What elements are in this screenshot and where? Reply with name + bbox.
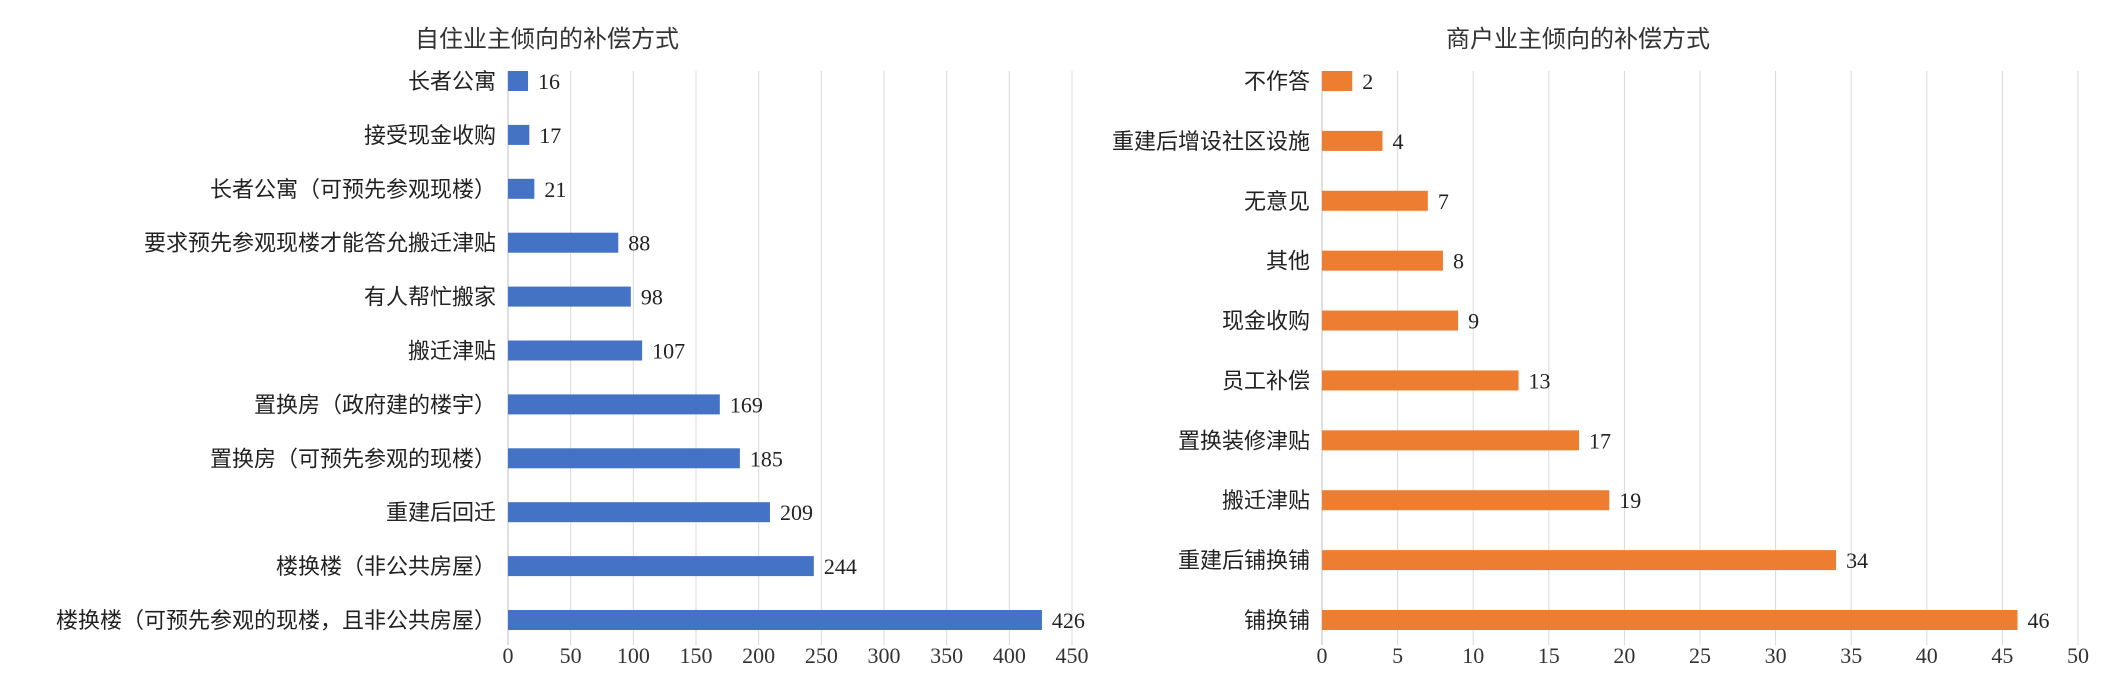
data-label: 244: [824, 554, 857, 579]
bar: [1322, 370, 1519, 391]
category-label: 铺换铺: [1244, 609, 1310, 634]
category-label: 无意见: [1244, 190, 1310, 215]
x-tick-label: 20: [1613, 643, 1635, 668]
bar: [508, 340, 643, 361]
data-label: 98: [641, 285, 663, 310]
data-label: 88: [628, 231, 650, 256]
x-tick-label: 350: [930, 643, 963, 668]
bar: [508, 124, 530, 145]
data-label: 9: [1468, 309, 1479, 334]
category-label: 置换房（可预先参观的现楼）: [210, 447, 496, 472]
data-label: 426: [1052, 608, 1085, 633]
bar: [508, 448, 740, 469]
category-label: 其他: [1266, 250, 1310, 275]
data-label: 17: [539, 123, 561, 148]
x-tick-label: 200: [742, 643, 775, 668]
x-tick-label: 300: [868, 643, 901, 668]
x-tick-label: 450: [1056, 643, 1089, 668]
bar: [1322, 430, 1580, 451]
category-label: 重建后回迁: [386, 501, 496, 526]
category-label: 长者公寓: [408, 70, 496, 95]
data-labels: 16 17 21 88 98 107 169 185 209 244 426: [538, 69, 1085, 633]
chart-title: 自住业主倾向的补偿方式: [415, 25, 679, 53]
x-tick-label: 150: [680, 643, 713, 668]
x-tick-label: 15: [1538, 643, 1560, 668]
bar: [508, 178, 535, 199]
bar: [508, 394, 720, 415]
gridlines: [507, 71, 1073, 645]
data-label: 7: [1438, 189, 1449, 214]
x-tick-label: 10: [1462, 643, 1484, 668]
data-labels: 2 4 7 8 9 13 17 19 34 46: [1362, 69, 2049, 633]
bar: [508, 286, 631, 307]
data-label: 4: [1392, 129, 1403, 154]
bar: [1322, 610, 2018, 630]
category-label: 现金收购: [1222, 310, 1310, 335]
category-label: 不作答: [1244, 70, 1310, 95]
data-label: 107: [652, 339, 685, 364]
data-label: 19: [1619, 488, 1641, 513]
category-label: 员工补偿: [1222, 369, 1310, 394]
x-tick-label: 50: [560, 643, 582, 668]
category-label: 长者公寓（可预先参观现楼）: [210, 178, 496, 203]
bar: [1322, 190, 1428, 211]
bar: [1322, 130, 1383, 151]
x-tick-labels: 0 50 100 150 200 250 300 350 400 450: [503, 643, 1089, 668]
data-label: 16: [538, 69, 560, 94]
bar: [508, 610, 1042, 630]
right-chart-shop-owners: 商户业主倾向的补偿方式 不作答重建后增设社区设施无意见其他现金收购员工补偿置换装…: [1112, 25, 2089, 668]
data-label: 13: [1529, 368, 1551, 393]
category-label: 接受现金收购: [364, 124, 496, 149]
data-label: 17: [1589, 428, 1611, 453]
bars: [1322, 71, 2018, 630]
bar: [1322, 550, 1837, 571]
category-label: 置换装修津贴: [1178, 429, 1310, 454]
category-label: 搬迁津贴: [1222, 489, 1310, 514]
data-label: 185: [750, 446, 783, 471]
category-label: 重建后铺换铺: [1178, 549, 1310, 574]
gridlines: [1321, 71, 2079, 645]
x-tick-label: 250: [805, 643, 838, 668]
bar: [1322, 250, 1443, 271]
bar: [508, 556, 814, 577]
data-label: 21: [544, 177, 566, 202]
bar: [1322, 71, 1353, 91]
x-tick-label: 5: [1392, 643, 1403, 668]
x-tick-label: 35: [1840, 643, 1862, 668]
bar: [508, 71, 529, 91]
x-tick-label: 0: [503, 643, 514, 668]
bar: [508, 502, 770, 523]
data-label: 2: [1362, 69, 1373, 94]
category-label: 楼换楼（非公共房屋）: [276, 555, 496, 580]
x-tick-label: 0: [1317, 643, 1328, 668]
x-tick-label: 25: [1689, 643, 1711, 668]
category-label: 有人帮忙搬家: [364, 286, 496, 311]
category-label: 楼换楼（可预先参观的现楼，且非公共房屋）: [56, 609, 496, 634]
x-tick-labels: 0 5 10 15 20 25 30 35 40 45 50: [1317, 643, 2090, 668]
chart-title: 商户业主倾向的补偿方式: [1446, 25, 1710, 53]
bar: [508, 232, 619, 253]
category-label: 置换房（政府建的楼宇）: [254, 393, 496, 418]
x-tick-label: 45: [1991, 643, 2013, 668]
category-label: 要求预先参观现楼才能答允搬迁津贴: [144, 232, 496, 257]
data-label: 8: [1453, 249, 1464, 274]
bars: [508, 71, 1042, 630]
bar: [1322, 490, 1610, 511]
data-label: 169: [730, 392, 763, 417]
data-label: 209: [780, 500, 813, 525]
x-tick-label: 50: [2067, 643, 2089, 668]
x-tick-label: 40: [1916, 643, 1938, 668]
category-label: 重建后增设社区设施: [1112, 130, 1310, 155]
x-tick-label: 30: [1765, 643, 1787, 668]
category-labels: 不作答重建后增设社区设施无意见其他现金收购员工补偿置换装修津贴搬迁津贴重建后铺换…: [1112, 70, 1310, 634]
data-label: 34: [1846, 548, 1868, 573]
category-label: 搬迁津贴: [408, 340, 496, 365]
x-tick-label: 100: [617, 643, 650, 668]
data-label: 46: [2028, 608, 2050, 633]
x-tick-label: 400: [993, 643, 1026, 668]
bar: [1322, 310, 1459, 331]
